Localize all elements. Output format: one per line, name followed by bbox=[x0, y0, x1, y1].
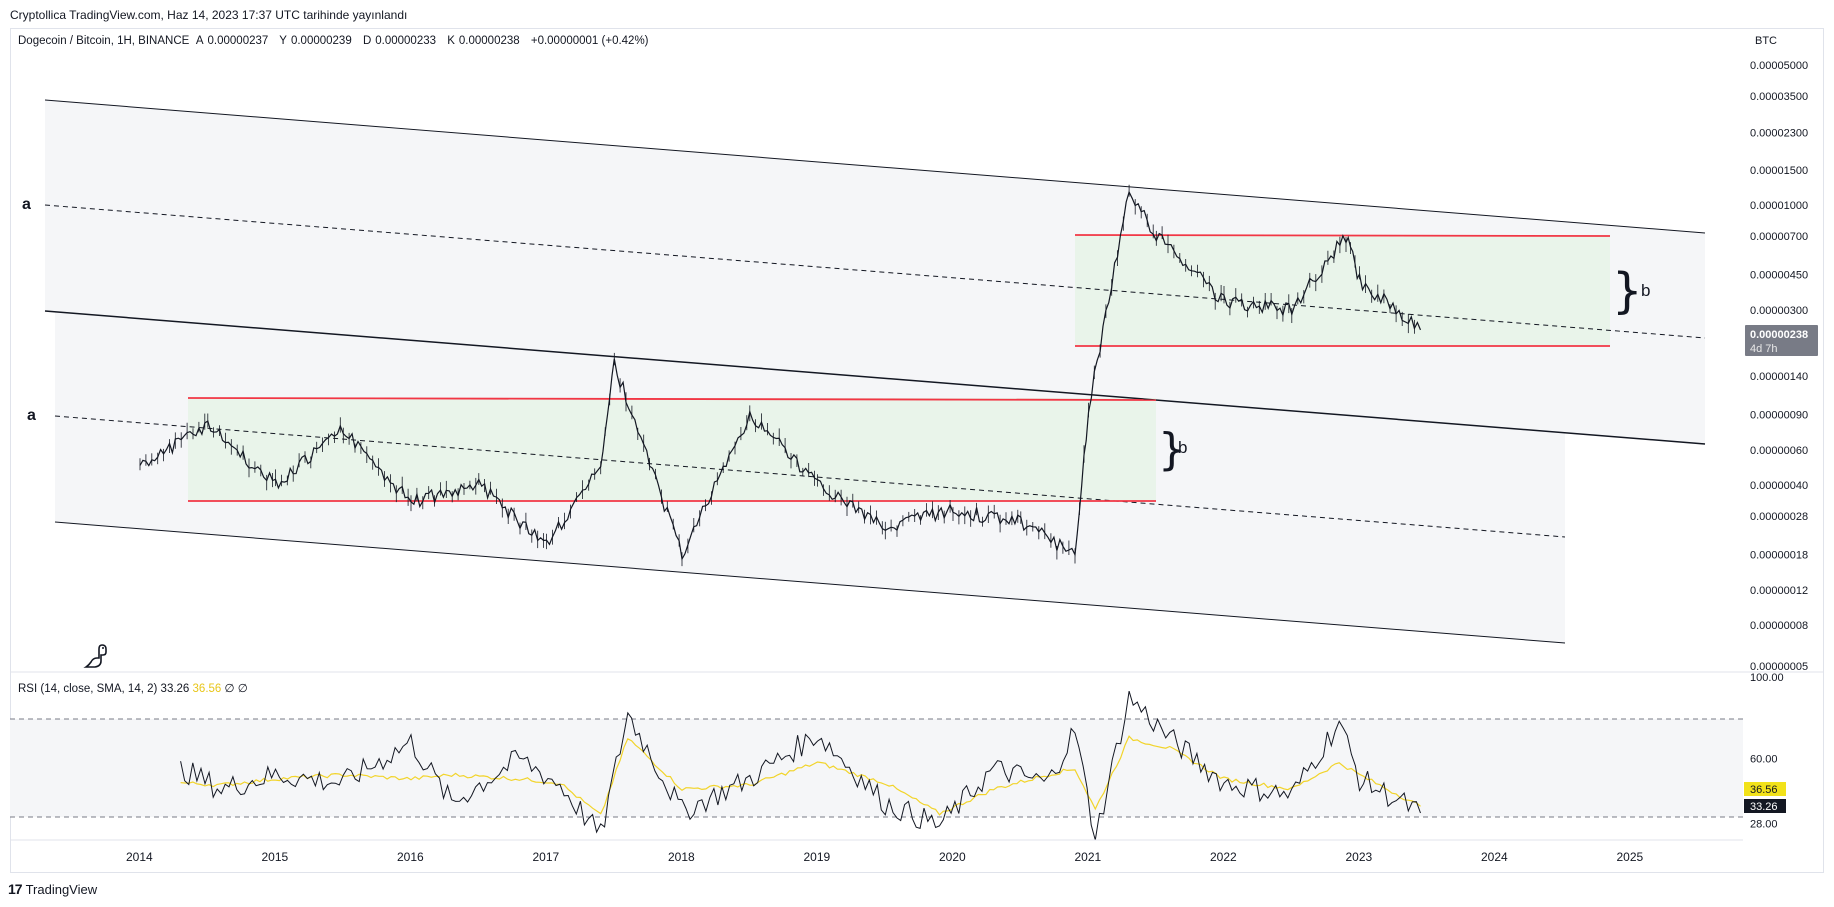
price-axis-label: 0.00000040 bbox=[1750, 480, 1808, 492]
lower-channel-bottom-line[interactable] bbox=[54, 521, 1566, 644]
price-series bbox=[139, 184, 1422, 567]
time-axis-label: 2016 bbox=[397, 850, 424, 864]
price-axis-label: 0.00005000 bbox=[1750, 60, 1808, 72]
price-axis-label: 0.00002300 bbox=[1750, 128, 1808, 140]
label-a-upper: a bbox=[22, 196, 31, 213]
rsi-extra-1: ∅ bbox=[224, 683, 235, 695]
rsi-value-badge-value: 33.26 bbox=[1750, 801, 1778, 813]
rsi-sma-value: 36.56 bbox=[192, 683, 222, 695]
published-line: Cryptollica TradingView.com, Haz 14, 202… bbox=[10, 8, 408, 22]
rsi-value: 33.26 bbox=[160, 683, 190, 695]
time-axis-label: 2024 bbox=[1481, 850, 1508, 864]
rsi-axis-label: 60.00 bbox=[1750, 754, 1778, 766]
label-a-lower: a bbox=[27, 407, 36, 424]
price-axis[interactable]: 0.00005000 0.00003500 0.00002300 0.00001500… bbox=[1750, 60, 1808, 673]
rsi-name[interactable]: RSI (14, close, SMA, 14, 2) bbox=[18, 683, 158, 695]
symbol-legend[interactable]: Dogecoin / Bitcoin, 1H, BINANCE A 0.00000… bbox=[18, 35, 653, 47]
rsi-line bbox=[180, 690, 1421, 841]
rsi-extra-2: ∅ bbox=[237, 683, 248, 695]
brace-lower: } bbox=[1158, 424, 1186, 475]
time-axis-label: 2019 bbox=[804, 850, 831, 864]
high-label: Y 0.00000239 bbox=[279, 35, 352, 47]
currency-label: BTC bbox=[1755, 35, 1777, 47]
rsi-series bbox=[180, 690, 1421, 841]
time-axis-label: 2023 bbox=[1346, 850, 1373, 864]
time-axis-label: 2021 bbox=[1075, 850, 1102, 864]
lower-channel-mid-line[interactable] bbox=[54, 415, 1566, 538]
time-axis-label: 2020 bbox=[939, 850, 966, 864]
rsi-legend[interactable]: RSI (14, close, SMA, 14, 2) 33.26 36.56 … bbox=[18, 681, 248, 695]
price-axis-label: 0.00000028 bbox=[1750, 511, 1808, 523]
tradingview-logo-icon: 17 bbox=[8, 881, 23, 897]
rsi-axis-label: 100.00 bbox=[1750, 672, 1784, 684]
rsi-sma-badge bbox=[1744, 782, 1786, 796]
label-b-lower: b bbox=[1178, 438, 1187, 457]
price-axis-label: 0.00000090 bbox=[1750, 410, 1808, 422]
rsi-band bbox=[10, 719, 1743, 817]
close-label: K 0.00000238 bbox=[447, 35, 520, 47]
price-axis-label: 0.00000700 bbox=[1750, 231, 1808, 243]
low-label: D 0.00000233 bbox=[362, 35, 437, 47]
price-axis-label: 0.00000450 bbox=[1750, 270, 1808, 282]
time-axis-label: 2018 bbox=[668, 850, 695, 864]
rsi-sma-badge-value: 36.56 bbox=[1750, 784, 1778, 796]
time-axis-label: 2022 bbox=[1210, 850, 1237, 864]
price-axis-label: 0.00000008 bbox=[1750, 620, 1808, 632]
brand-name: TradingView bbox=[25, 881, 98, 897]
time-axis[interactable]: 2014 2015 2016 2017 2018 2019 2020 2021 2022 2023… bbox=[126, 850, 1644, 864]
price-axis-label: 0.00000300 bbox=[1750, 305, 1808, 317]
rsi-axis-label: 28.00 bbox=[1750, 819, 1778, 831]
price-axis-label: 0.00001500 bbox=[1750, 165, 1808, 177]
price-axis-label: 0.00000005 bbox=[1750, 661, 1808, 673]
lower-range-top-line[interactable] bbox=[187, 397, 1157, 401]
price-axis-label: 0.00003500 bbox=[1750, 91, 1808, 103]
open-label: A 0.00000237 bbox=[195, 35, 269, 47]
footer-brand[interactable]: 17 TradingView bbox=[8, 881, 97, 897]
time-axis-label: 2014 bbox=[126, 850, 153, 864]
upper-channel-top-line[interactable] bbox=[44, 99, 1706, 234]
bar-countdown: 4d 7h bbox=[1750, 343, 1778, 355]
upper-range-box bbox=[1075, 235, 1610, 346]
time-axis-label: 2017 bbox=[533, 850, 560, 864]
time-axis-label: 2025 bbox=[1617, 850, 1644, 864]
lower-range-box bbox=[188, 398, 1156, 501]
time-axis-label: 2015 bbox=[262, 850, 289, 864]
rsi-value-badge bbox=[1744, 799, 1786, 813]
upper-channel-bottom-line[interactable] bbox=[44, 310, 1706, 445]
rsi-sma-line bbox=[180, 735, 1421, 816]
symbol-name[interactable]: Dogecoin / Bitcoin, 1H, BINANCE bbox=[18, 35, 190, 47]
upper-channel-mid-line[interactable] bbox=[44, 204, 1706, 339]
label-b-upper: b bbox=[1641, 281, 1650, 300]
price-axis-label: 0.00001000 bbox=[1750, 200, 1808, 212]
brace-upper: } bbox=[1612, 263, 1643, 319]
current-price-badge bbox=[1745, 325, 1818, 356]
current-price-value: 0.00000238 bbox=[1750, 329, 1808, 341]
change-value: +0.00000001 (+0.42%) bbox=[530, 35, 649, 47]
price-axis-label: 0.00000060 bbox=[1750, 445, 1808, 457]
dino-icon[interactable] bbox=[82, 641, 112, 671]
price-axis-label: 0.00000140 bbox=[1750, 371, 1808, 383]
chart-frame bbox=[10, 28, 1824, 873]
price-line bbox=[139, 190, 1422, 561]
price-axis-label: 0.00000012 bbox=[1750, 585, 1808, 597]
rsi-axis[interactable]: 100.00 60.00 28.00 bbox=[1750, 672, 1784, 831]
price-axis-label: 0.00000018 bbox=[1750, 550, 1808, 562]
